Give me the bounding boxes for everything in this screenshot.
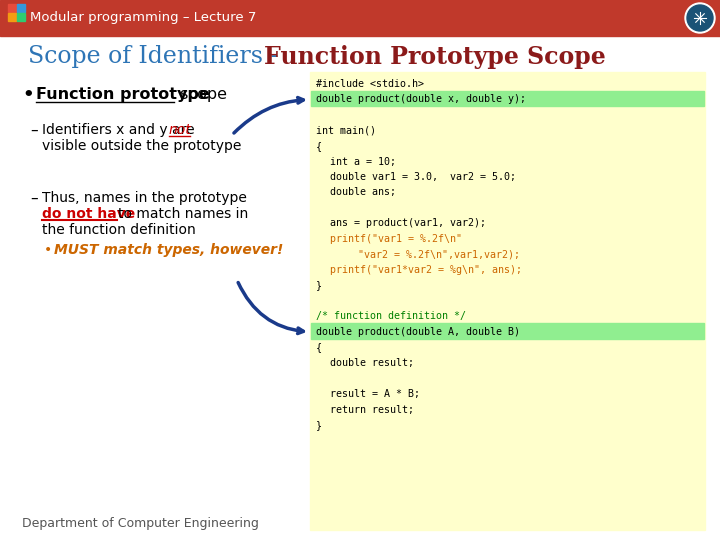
Text: ans = product(var1, var2);: ans = product(var1, var2); <box>330 219 486 228</box>
Text: printf("var1 = %.2f\n": printf("var1 = %.2f\n" <box>330 234 462 244</box>
Text: not: not <box>169 123 192 137</box>
Bar <box>17 4 25 12</box>
Text: return result;: return result; <box>330 404 414 415</box>
Text: double ans;: double ans; <box>330 187 396 198</box>
Text: •: • <box>44 243 53 257</box>
Text: visible outside the prototype: visible outside the prototype <box>42 139 241 153</box>
Text: }: } <box>316 280 322 291</box>
Text: double product(double A, double B): double product(double A, double B) <box>316 327 520 337</box>
Text: {: { <box>316 342 322 353</box>
Bar <box>311 323 704 339</box>
Text: Function prototype: Function prototype <box>36 87 210 103</box>
Text: }: } <box>316 420 322 430</box>
Bar <box>8 13 16 21</box>
Bar <box>311 91 704 106</box>
Bar <box>17 13 25 21</box>
Text: /* function definition */: /* function definition */ <box>316 312 466 321</box>
Text: MUST match types, however!: MUST match types, however! <box>54 243 284 257</box>
Text: the function definition: the function definition <box>42 223 196 237</box>
Text: double result;: double result; <box>330 358 414 368</box>
Text: do not have: do not have <box>42 207 140 221</box>
Text: result = A * B;: result = A * B; <box>330 389 420 399</box>
Bar <box>0 0 720 36</box>
Circle shape <box>687 5 713 31</box>
Text: double var1 = 3.0,  var2 = 5.0;: double var1 = 3.0, var2 = 5.0; <box>330 172 516 182</box>
Text: scope: scope <box>175 87 227 103</box>
Bar <box>8 4 16 12</box>
Text: to match names in: to match names in <box>118 207 248 221</box>
Text: #include <stdio.h>: #include <stdio.h> <box>316 79 424 89</box>
Text: Modular programming – Lecture 7: Modular programming – Lecture 7 <box>30 11 256 24</box>
Text: {: { <box>316 141 322 151</box>
Text: int a = 10;: int a = 10; <box>330 157 396 166</box>
Bar <box>310 72 705 530</box>
Text: –: – <box>30 191 37 206</box>
Text: printf("var1*var2 = %g\n", ans);: printf("var1*var2 = %g\n", ans); <box>330 265 522 275</box>
Text: "var2 = %.2f\n",var1,var2);: "var2 = %.2f\n",var1,var2); <box>358 249 520 260</box>
Text: Thus, names in the prototype: Thus, names in the prototype <box>42 191 247 205</box>
Text: •: • <box>22 86 34 104</box>
Text: Function Prototype Scope: Function Prototype Scope <box>264 45 606 69</box>
Text: Identifiers x and y are: Identifiers x and y are <box>42 123 199 137</box>
Circle shape <box>685 3 715 33</box>
Text: Scope of Identifiers -: Scope of Identifiers - <box>28 45 286 69</box>
Text: Department of Computer Engineering: Department of Computer Engineering <box>22 516 259 530</box>
Text: –: – <box>30 123 37 138</box>
Text: int main(): int main() <box>316 125 376 136</box>
Text: double product(double x, double y);: double product(double x, double y); <box>316 94 526 105</box>
